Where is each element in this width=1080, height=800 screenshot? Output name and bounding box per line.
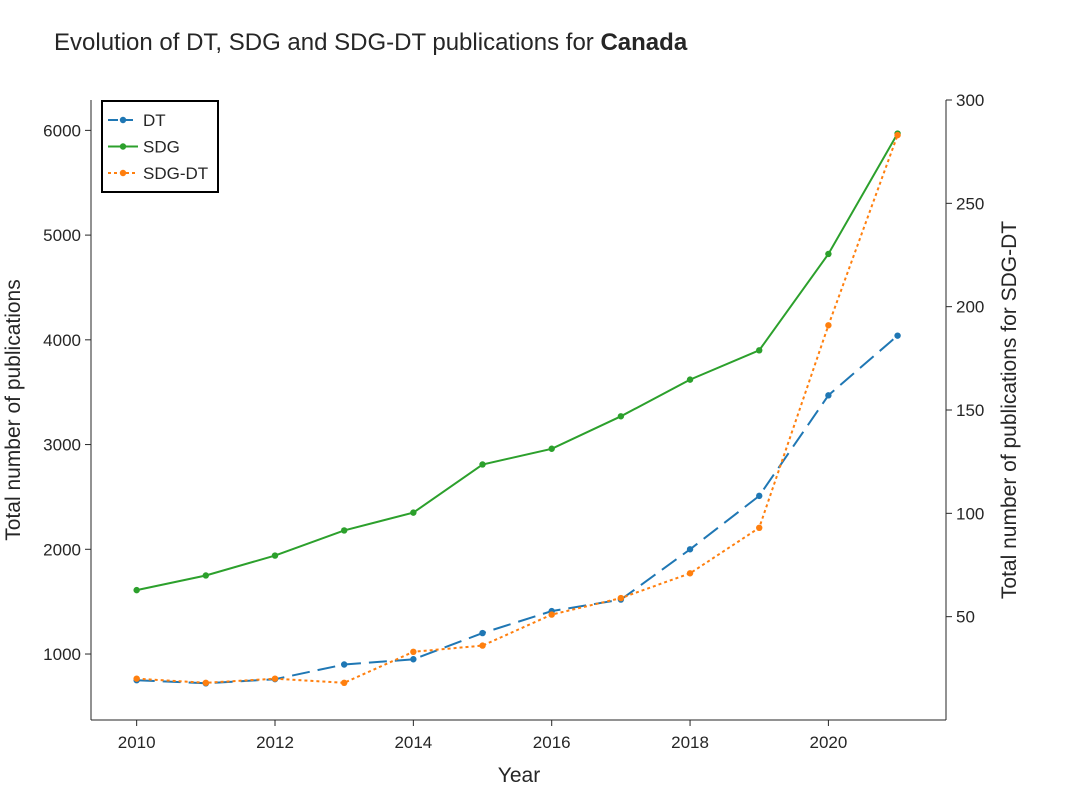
x-tick-label: 2016 — [533, 733, 571, 752]
data-point — [686, 376, 694, 383]
y-right-axis-title: Total number of publications for SDG-DT — [998, 221, 1021, 599]
data-point — [202, 679, 210, 686]
legend-label: SDG — [143, 138, 180, 157]
data-point — [756, 524, 763, 531]
data-point — [410, 648, 417, 655]
legend-entry-dt: DT — [108, 111, 166, 130]
data-point — [410, 656, 417, 663]
legend-label: DT — [143, 111, 166, 130]
series-line — [136, 334, 899, 685]
y-left-tick-label: 3000 — [43, 436, 81, 455]
legend-marker — [119, 116, 127, 124]
legend-marker — [119, 143, 127, 150]
y-right-tick-label: 200 — [956, 298, 984, 317]
data-point — [686, 546, 694, 553]
x-tick-label: 2010 — [118, 733, 156, 752]
y-left-tick-label: 6000 — [43, 121, 81, 140]
legend-entry-sdg: SDG — [108, 138, 180, 157]
legend-entry-sdg-dt: SDG-DT — [108, 164, 208, 183]
legend: DT SDG SDG-DT — [101, 100, 219, 193]
y-right-axis-ticks: 50 100 150 200 250 300 — [946, 91, 984, 627]
data-point — [548, 611, 555, 618]
data-point — [825, 322, 832, 329]
data-point — [340, 527, 348, 534]
x-axis-ticks: 2010 2012 2014 2016 2018 2020 — [118, 720, 847, 752]
y-right-tick-label: 100 — [956, 504, 984, 523]
data-point — [479, 642, 486, 649]
data-point — [894, 332, 901, 339]
series-sdg-dt — [133, 131, 901, 686]
data-point — [271, 552, 279, 559]
axes — [90, 100, 947, 721]
series-sdg — [133, 130, 901, 594]
series-dt — [133, 332, 901, 687]
series-line — [136, 133, 899, 592]
data-point — [686, 570, 694, 577]
chart-title-prefix: Evolution of DT, SDG and SDG-DT publicat… — [54, 29, 600, 56]
data-point — [825, 250, 832, 258]
legend-entries: DT SDG SDG-DT — [108, 111, 208, 183]
y-left-tick-label: 4000 — [43, 331, 81, 350]
legend-marker — [119, 169, 127, 177]
data-point — [410, 509, 417, 516]
series-layer — [133, 130, 901, 687]
data-point — [894, 131, 901, 139]
x-axis-title: Year — [498, 764, 540, 787]
data-point — [202, 572, 210, 579]
y-right-tick-label: 300 — [956, 91, 984, 110]
data-point — [825, 392, 832, 399]
y-right-tick-label: 250 — [956, 194, 984, 213]
chart-title-country: Canada — [600, 29, 687, 56]
series-line — [136, 134, 899, 684]
y-right-tick-label: 50 — [956, 608, 975, 627]
data-point — [271, 675, 279, 682]
data-point — [617, 413, 625, 420]
data-point — [756, 492, 763, 500]
chart-title: Evolution of DT, SDG and SDG-DT publicat… — [54, 29, 688, 56]
legend-label: SDG-DT — [143, 164, 208, 183]
x-tick-label: 2012 — [256, 733, 294, 752]
data-point — [479, 629, 486, 637]
data-point — [479, 461, 486, 468]
data-point — [756, 347, 763, 354]
x-tick-label: 2014 — [394, 733, 432, 752]
x-tick-label: 2018 — [671, 733, 709, 752]
data-point — [548, 445, 555, 452]
y-left-tick-label: 2000 — [43, 540, 81, 559]
y-left-axis-ticks: 1000 2000 3000 4000 5000 6000 — [43, 121, 91, 664]
y-left-axis-title: Total number of publications — [2, 279, 25, 541]
data-point — [340, 679, 348, 686]
data-point — [340, 661, 348, 668]
y-left-tick-label: 1000 — [43, 645, 81, 664]
data-point — [133, 675, 140, 682]
data-point — [617, 594, 625, 602]
x-tick-label: 2020 — [809, 733, 847, 752]
y-right-tick-label: 150 — [956, 401, 984, 420]
y-left-tick-label: 5000 — [43, 226, 81, 245]
data-point — [133, 586, 140, 594]
